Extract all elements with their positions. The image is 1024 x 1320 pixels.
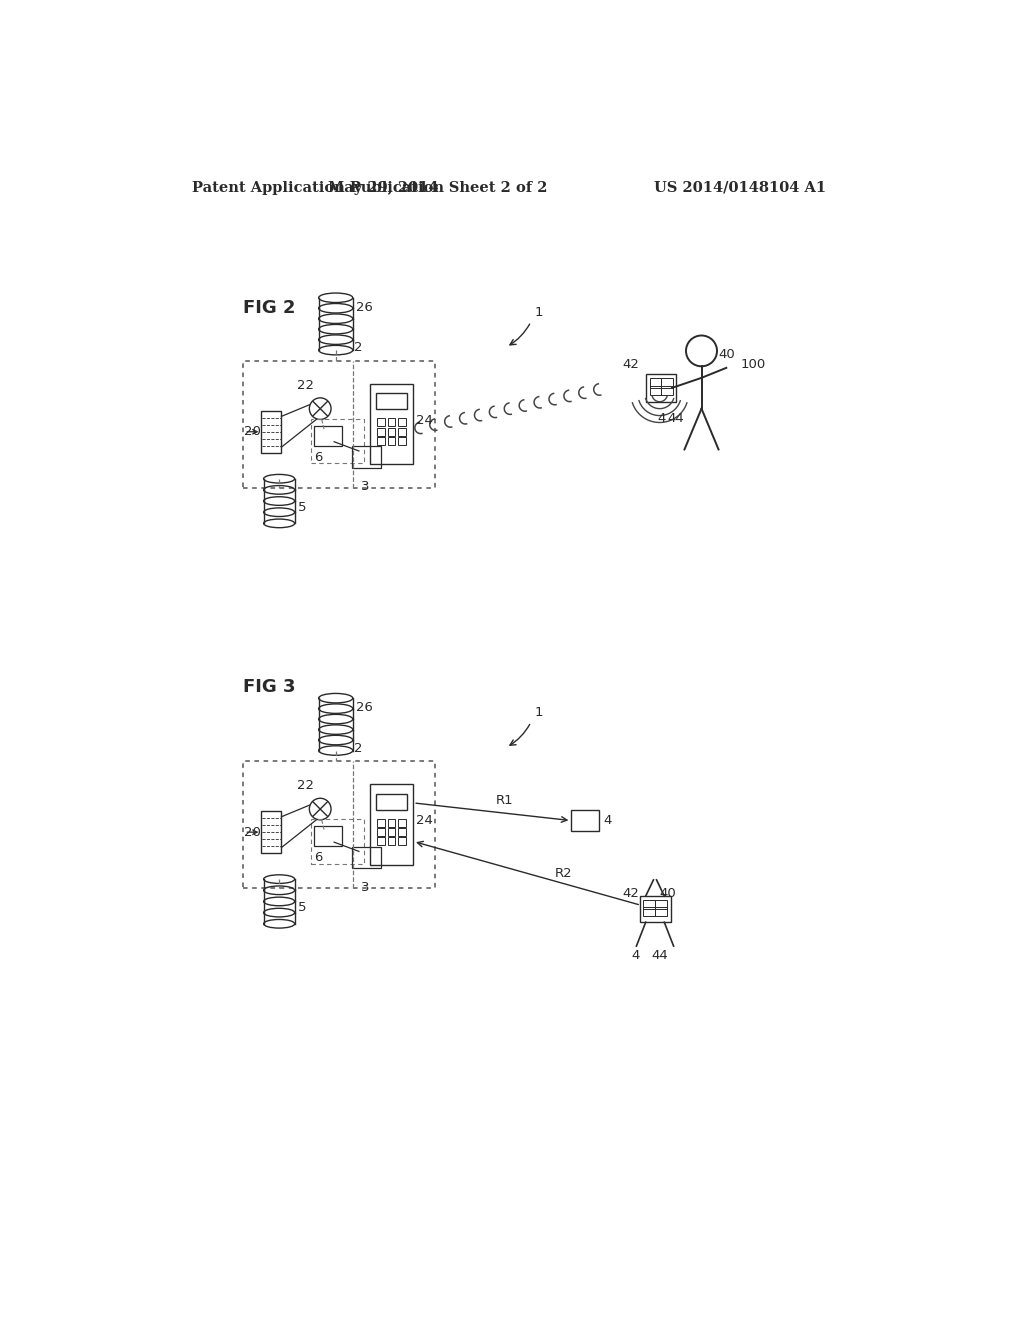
Text: 3: 3 bbox=[360, 880, 369, 894]
Text: Patent Application Publication: Patent Application Publication bbox=[191, 181, 443, 194]
Text: 1: 1 bbox=[535, 305, 543, 318]
Bar bbox=[662, 385, 673, 396]
Bar bbox=[261, 411, 282, 453]
Text: R2: R2 bbox=[554, 867, 571, 880]
Text: 100: 100 bbox=[740, 358, 766, 371]
Bar bbox=[352, 446, 381, 469]
Text: 2: 2 bbox=[354, 342, 362, 354]
Text: May 29, 2014  Sheet 2 of 2: May 29, 2014 Sheet 2 of 2 bbox=[329, 181, 548, 194]
Bar bbox=[371, 784, 413, 865]
Text: 42: 42 bbox=[623, 887, 639, 900]
Bar bbox=[398, 418, 406, 426]
Text: FIG 2: FIG 2 bbox=[243, 298, 295, 317]
Text: 2: 2 bbox=[354, 742, 362, 755]
Text: 24: 24 bbox=[417, 413, 433, 426]
Bar bbox=[376, 393, 407, 409]
Bar bbox=[378, 437, 385, 445]
Text: 42: 42 bbox=[623, 358, 640, 371]
Bar bbox=[643, 900, 654, 909]
Bar bbox=[378, 428, 385, 436]
Bar bbox=[378, 837, 385, 846]
Bar bbox=[646, 374, 676, 401]
Bar bbox=[388, 837, 395, 846]
Text: 6: 6 bbox=[314, 451, 323, 465]
Bar bbox=[655, 907, 667, 916]
Bar bbox=[662, 378, 673, 388]
Bar bbox=[371, 384, 413, 465]
Text: 20: 20 bbox=[245, 825, 261, 838]
Text: 3: 3 bbox=[360, 480, 369, 494]
Text: 40: 40 bbox=[719, 348, 735, 362]
Text: 20: 20 bbox=[245, 425, 261, 438]
Bar bbox=[398, 828, 406, 836]
Bar bbox=[388, 437, 395, 445]
Text: FIG 3: FIG 3 bbox=[243, 677, 295, 696]
Bar bbox=[376, 793, 407, 810]
Text: 1: 1 bbox=[535, 706, 543, 719]
Text: 24: 24 bbox=[417, 814, 433, 828]
Bar bbox=[378, 828, 385, 836]
Text: 6: 6 bbox=[314, 851, 323, 865]
Bar bbox=[388, 828, 395, 836]
Text: R1: R1 bbox=[496, 795, 514, 807]
Text: 26: 26 bbox=[356, 701, 373, 714]
Bar bbox=[243, 360, 435, 487]
Text: 22: 22 bbox=[297, 779, 314, 792]
Bar bbox=[398, 818, 406, 826]
Bar bbox=[388, 428, 395, 436]
Bar bbox=[649, 385, 660, 396]
Bar bbox=[311, 418, 364, 463]
Text: 5: 5 bbox=[298, 902, 306, 915]
Bar bbox=[352, 847, 381, 869]
Bar bbox=[398, 837, 406, 846]
Text: 26: 26 bbox=[356, 301, 373, 314]
Bar bbox=[243, 760, 435, 888]
Bar bbox=[640, 896, 671, 923]
Bar bbox=[398, 437, 406, 445]
Bar bbox=[649, 378, 660, 388]
Bar bbox=[398, 428, 406, 436]
Bar bbox=[261, 810, 282, 853]
Bar bbox=[388, 818, 395, 826]
Bar bbox=[378, 818, 385, 826]
Text: 4: 4 bbox=[604, 814, 612, 828]
Bar bbox=[378, 418, 385, 426]
Text: 4: 4 bbox=[632, 949, 640, 962]
Bar bbox=[314, 425, 342, 446]
Text: 22: 22 bbox=[297, 379, 314, 392]
Text: 5: 5 bbox=[298, 500, 306, 513]
Text: 44: 44 bbox=[651, 949, 668, 962]
Bar bbox=[643, 907, 654, 916]
Bar bbox=[571, 810, 599, 832]
Text: 44: 44 bbox=[668, 412, 684, 425]
Bar bbox=[388, 418, 395, 426]
Text: US 2014/0148104 A1: US 2014/0148104 A1 bbox=[654, 181, 826, 194]
Bar bbox=[314, 826, 342, 846]
Bar bbox=[311, 818, 364, 863]
Text: 4: 4 bbox=[657, 412, 666, 425]
Bar bbox=[655, 900, 667, 909]
Text: 40: 40 bbox=[659, 887, 677, 900]
